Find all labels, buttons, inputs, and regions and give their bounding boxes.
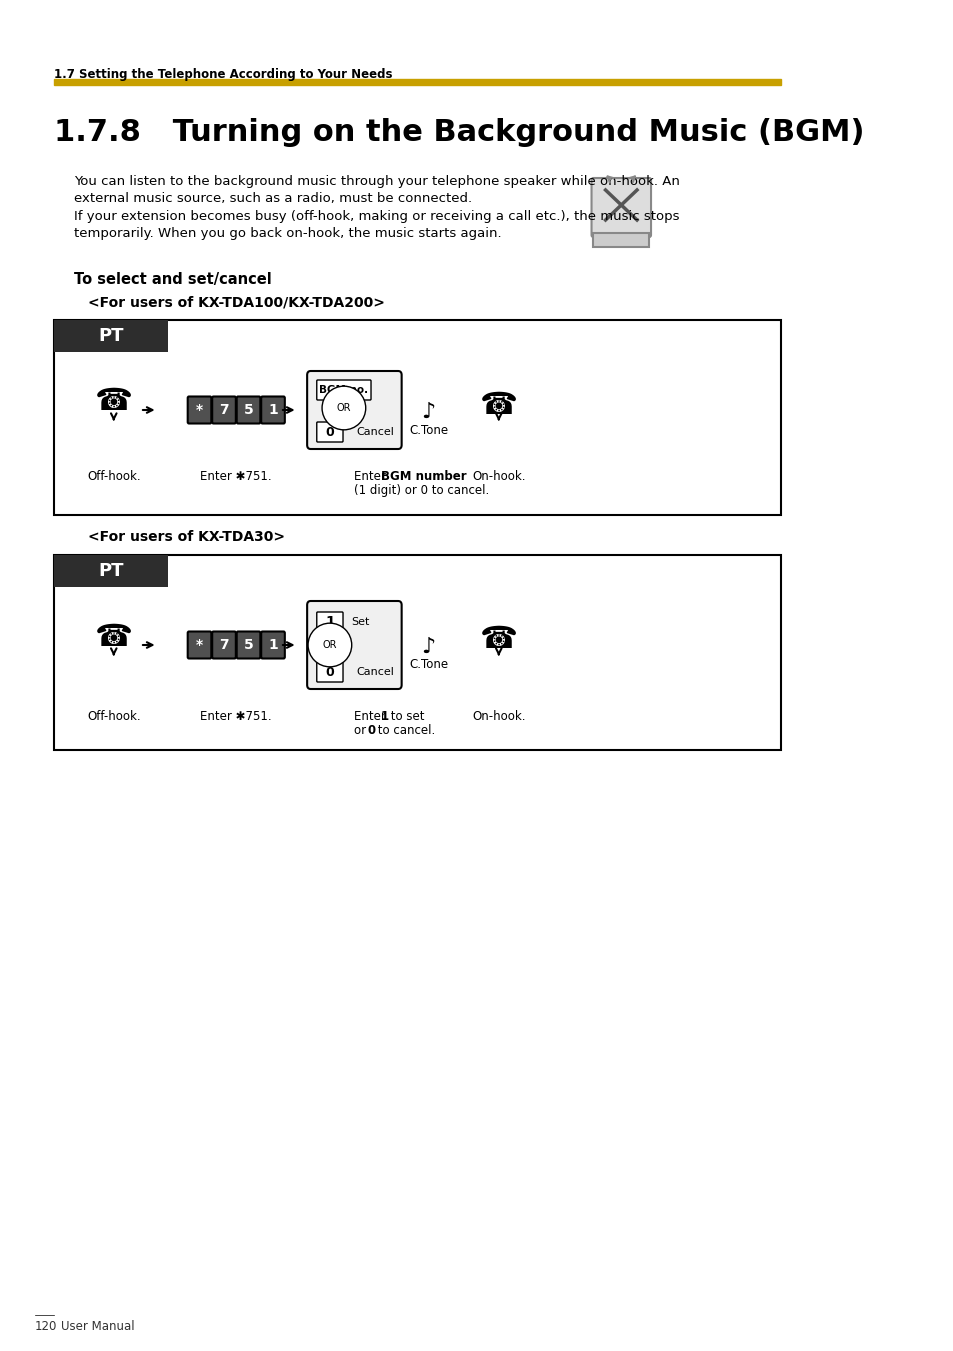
Text: or: or [354, 724, 370, 738]
Text: Enter ✱751.: Enter ✱751. [200, 711, 272, 723]
Text: ☎: ☎ [479, 626, 517, 654]
Text: OR: OR [336, 403, 351, 413]
Text: Enter ✱751.: Enter ✱751. [200, 470, 272, 484]
FancyBboxPatch shape [236, 631, 260, 658]
Bar [54, 320, 168, 353]
Text: Enter: Enter [354, 711, 390, 723]
Bar [54, 78, 780, 85]
Text: Off-hook.: Off-hook. [87, 470, 140, 484]
Text: ♪: ♪ [421, 638, 436, 657]
Text: PT: PT [98, 562, 124, 580]
Bar [54, 555, 780, 750]
Text: to set: to set [386, 711, 424, 723]
Text: 1: 1 [325, 615, 335, 630]
FancyBboxPatch shape [212, 396, 235, 423]
Text: external music source, such as a radio, must be connected.: external music source, such as a radio, … [74, 192, 472, 205]
Text: Set: Set [351, 617, 369, 627]
Text: 0: 0 [367, 724, 375, 738]
Text: If your extension becomes busy (off-hook, making or receiving a call etc.), the : If your extension becomes busy (off-hook… [74, 209, 679, 223]
FancyBboxPatch shape [307, 601, 401, 689]
Bar [54, 320, 780, 515]
Text: BGM no.: BGM no. [319, 385, 368, 394]
Text: On-hook.: On-hook. [472, 711, 525, 723]
Text: Enter: Enter [354, 470, 390, 484]
Text: C.Tone: C.Tone [409, 423, 448, 436]
Text: PT: PT [98, 327, 124, 345]
Text: To select and set/cancel: To select and set/cancel [74, 272, 272, 286]
Text: On-hook.: On-hook. [472, 470, 525, 484]
Text: ☎: ☎ [479, 390, 517, 420]
Text: (1 digit) or 0 to cancel.: (1 digit) or 0 to cancel. [354, 484, 489, 497]
Text: User Manual: User Manual [61, 1320, 134, 1333]
Text: <For users of KX-TDA30>: <For users of KX-TDA30> [88, 530, 284, 544]
Text: 1: 1 [268, 638, 277, 653]
Text: Cancel: Cancel [355, 427, 394, 436]
Text: <For users of KX-TDA100/KX-TDA200>: <For users of KX-TDA100/KX-TDA200> [88, 295, 384, 309]
FancyBboxPatch shape [212, 631, 235, 658]
Text: 5: 5 [243, 638, 253, 653]
Text: Cancel: Cancel [355, 667, 394, 677]
Bar [54, 555, 168, 586]
Text: 1: 1 [268, 403, 277, 417]
Text: ☎: ☎ [94, 388, 132, 416]
Text: 7: 7 [219, 403, 229, 417]
Text: OR: OR [322, 640, 336, 650]
Text: ♪: ♪ [421, 403, 436, 422]
Text: 0: 0 [325, 426, 334, 439]
Text: *: * [195, 638, 203, 653]
Text: BGM number: BGM number [380, 470, 466, 484]
FancyBboxPatch shape [188, 396, 212, 423]
Text: You can listen to the background music through your telephone speaker while on-h: You can listen to the background music t… [74, 176, 679, 188]
Text: 1: 1 [380, 711, 389, 723]
Text: ☎: ☎ [94, 623, 132, 651]
FancyBboxPatch shape [236, 396, 260, 423]
FancyBboxPatch shape [591, 178, 650, 236]
Text: to cancel.: to cancel. [374, 724, 435, 738]
FancyBboxPatch shape [307, 372, 401, 449]
Text: 5: 5 [243, 403, 253, 417]
FancyBboxPatch shape [316, 380, 371, 400]
FancyBboxPatch shape [316, 612, 343, 632]
Text: 0: 0 [325, 666, 334, 678]
Text: Off-hook.: Off-hook. [87, 711, 140, 723]
FancyBboxPatch shape [188, 631, 212, 658]
Text: C.Tone: C.Tone [409, 658, 448, 671]
Text: 1.7.8   Turning on the Background Music (BGM): 1.7.8 Turning on the Background Music (B… [54, 118, 863, 147]
FancyBboxPatch shape [261, 631, 285, 658]
Bar [593, 232, 649, 247]
FancyBboxPatch shape [316, 422, 343, 442]
Text: 120: 120 [35, 1320, 57, 1333]
Text: temporarily. When you go back on-hook, the music starts again.: temporarily. When you go back on-hook, t… [74, 227, 501, 240]
Text: *: * [195, 403, 203, 417]
FancyBboxPatch shape [261, 396, 285, 423]
Text: 7: 7 [219, 638, 229, 653]
FancyBboxPatch shape [316, 662, 343, 682]
Text: 1.7 Setting the Telephone According to Your Needs: 1.7 Setting the Telephone According to Y… [54, 68, 393, 81]
